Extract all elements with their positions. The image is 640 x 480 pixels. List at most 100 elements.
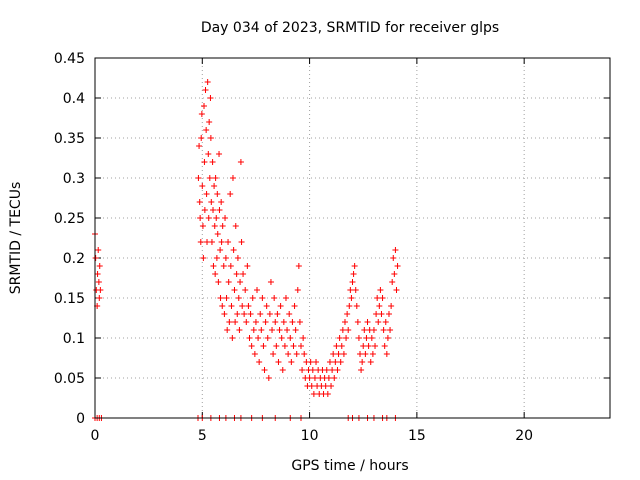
data-point [379,295,386,301]
data-point [348,295,355,301]
data-point [274,311,281,317]
data-point [290,343,297,349]
data-point [95,247,102,253]
data-point [394,263,401,269]
data-point [210,263,217,269]
data-point [198,135,205,141]
data-point [370,327,377,333]
data-point [255,335,262,341]
data-point [196,199,203,205]
data-point [222,215,229,221]
data-point [362,351,369,357]
data-point [368,335,375,341]
data-point [238,239,245,245]
data-point [212,175,219,181]
data-point [313,359,320,365]
data-point [239,303,246,309]
data-point [333,343,340,349]
data-point [295,263,302,269]
data-point [207,135,214,141]
data-point [298,343,304,349]
data-point [262,319,269,325]
data-point [377,287,384,293]
y-axis-label: SRMTID / TECUs [8,182,24,295]
data-point [375,319,382,325]
data-point [232,223,239,229]
y-tick-label: 0.25 [54,211,85,227]
data-point [205,151,212,157]
data-point [92,255,99,261]
data-points [92,79,401,421]
data-point [229,335,236,341]
data-point [260,343,267,349]
data-point [237,159,244,165]
data-point [301,351,308,357]
data-point [217,247,224,253]
data-point [208,199,215,205]
data-point [357,351,364,357]
data-point [282,295,289,301]
data-point [259,295,266,301]
data-point [336,335,343,341]
data-point [217,295,224,301]
data-point [94,271,101,277]
data-point [361,327,368,333]
data-point [258,327,265,333]
data-point [340,351,347,357]
y-tick-label: 0.45 [54,51,85,67]
data-point [352,287,359,293]
data-point [291,303,298,309]
data-point [216,207,223,213]
data-point [208,239,215,245]
data-point [228,303,235,309]
data-point [334,367,341,373]
data-point [200,255,207,261]
data-point [358,367,365,373]
x-tick-label: 0 [91,428,100,444]
data-point [277,303,284,309]
data-point [378,311,385,317]
data-point [244,263,251,269]
data-point [96,295,103,301]
data-point [219,303,226,309]
data-point [374,295,381,301]
data-point [256,359,263,365]
data-point [211,223,218,229]
data-point [294,287,301,293]
data-point [382,319,389,325]
data-point [227,263,234,269]
data-point [296,319,303,325]
data-point [325,375,332,381]
data-point [310,391,317,397]
data-point [211,183,218,189]
data-point [201,103,208,109]
data-point [359,359,366,365]
data-point [276,327,283,333]
data-point [209,159,216,165]
data-point [345,327,352,333]
data-point [272,319,279,325]
data-point [248,343,255,349]
data-point [233,271,240,277]
axis-ticks: 0 0.05 0.1 0.15 0.2 0.25 0.3 0.35 0.4 0.45 0 5 10 15 2… [54,51,610,444]
data-point [372,343,379,349]
data-point [286,311,293,317]
chart-title: Day 034 of 2023, SRMTID for receiver glp… [201,20,499,36]
data-point [273,343,280,349]
data-point [292,327,299,333]
data-point [199,223,206,229]
data-point [206,175,213,181]
data-point [234,311,241,317]
y-tick-label: 0.2 [63,251,85,267]
data-point [197,215,204,221]
data-point [218,199,225,205]
data-point [249,295,256,301]
data-point [242,287,249,293]
y-tick-label: 0.3 [63,171,85,187]
data-point [355,335,362,341]
data-point [243,319,250,325]
data-point [388,303,395,309]
data-point [247,311,254,317]
data-point [299,367,306,373]
